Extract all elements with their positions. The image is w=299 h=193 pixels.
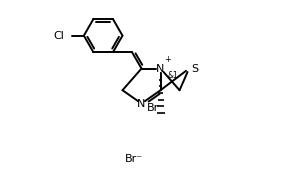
Text: +: +: [164, 55, 171, 64]
Text: N: N: [137, 99, 146, 108]
Text: N: N: [156, 63, 165, 74]
Text: S: S: [191, 63, 199, 74]
Text: Br: Br: [147, 103, 160, 113]
Text: &1: &1: [167, 71, 178, 80]
Text: Cl: Cl: [54, 31, 65, 41]
Text: Br⁻: Br⁻: [125, 154, 143, 164]
